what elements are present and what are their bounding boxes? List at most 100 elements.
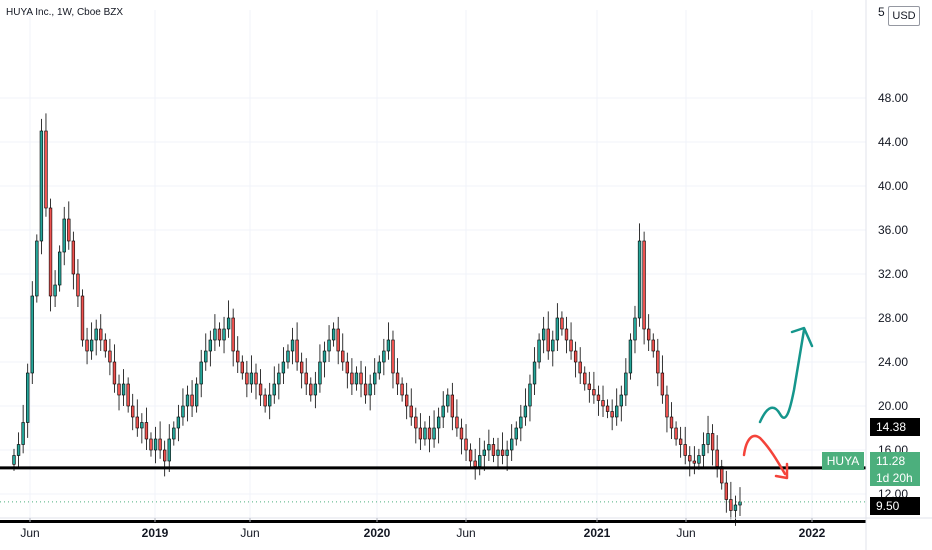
candle-body <box>304 372 308 385</box>
candle-body <box>368 383 372 396</box>
candle-body <box>213 328 217 341</box>
candle-body <box>204 350 208 363</box>
y-tick-label: 24.00 <box>878 355 908 369</box>
bearish-arrow-path <box>742 434 787 476</box>
candle-body <box>263 394 267 407</box>
price-axis[interactable]: 48.00 44.00 40.00 36.00 32.00 28.00 24.00 20.00… <box>865 0 908 550</box>
candle-body <box>153 438 158 451</box>
bullish-arrowhead <box>790 326 814 348</box>
candle-body <box>455 416 459 429</box>
candle-body <box>656 350 660 374</box>
candle-body <box>382 350 386 363</box>
candle-body <box>414 416 418 429</box>
candle-body <box>318 361 322 385</box>
candle-body <box>341 350 345 363</box>
candle-body <box>181 405 185 418</box>
candle-body <box>496 449 500 456</box>
candle-body <box>446 394 450 407</box>
candle-body <box>409 405 413 418</box>
symbol-price-tag[interactable]: HUYA <box>822 452 864 470</box>
candle-body <box>660 372 665 396</box>
candle-body <box>605 405 610 412</box>
candle-body <box>541 328 546 341</box>
level-tag-9-50[interactable]: 9.50 <box>870 497 920 515</box>
candle-body <box>642 240 646 330</box>
y-tick-label: 28.00 <box>878 311 908 325</box>
currency-button[interactable]: USD <box>888 6 920 26</box>
candle-body <box>140 422 144 429</box>
level-tag-14-38[interactable]: 14.38 <box>870 418 920 436</box>
candle-body <box>560 317 564 330</box>
candle-body <box>350 372 354 385</box>
x-tick-label: Jun <box>676 526 695 540</box>
candle-body <box>450 394 455 418</box>
candle-body <box>423 427 427 440</box>
candle-body <box>336 328 340 352</box>
candle-body <box>692 460 697 464</box>
candle-body <box>272 383 276 396</box>
y-tick-label: 20.00 <box>878 399 908 413</box>
candle-body <box>167 438 171 462</box>
candle-body <box>601 400 605 407</box>
candle-body <box>126 383 130 407</box>
candle-body <box>678 438 683 445</box>
horizontal-levels[interactable] <box>0 466 866 523</box>
time-axis[interactable]: Jun 2019 Jun 2020 Jun 2021 Jun 2022 <box>0 517 932 540</box>
candle-body <box>519 416 523 429</box>
candle-body <box>373 372 377 385</box>
candle-body <box>208 339 213 352</box>
candle-body <box>674 427 678 440</box>
candle-body <box>624 372 628 396</box>
x-tick-label: 2022 <box>799 526 826 540</box>
candle-body <box>286 350 290 363</box>
candle-body <box>395 372 400 385</box>
candle-body <box>514 427 518 440</box>
candle-body <box>313 383 318 396</box>
candle-body <box>71 240 76 275</box>
candle-body <box>491 444 496 456</box>
scenario-arrows[interactable] <box>742 326 814 480</box>
y-tick-label: 32.00 <box>878 267 908 281</box>
candle-body <box>473 460 477 467</box>
candle-body <box>564 328 569 341</box>
bearish-arrowhead <box>774 462 789 480</box>
candle-body <box>523 405 528 418</box>
candle-body <box>688 455 692 462</box>
candle-body <box>39 130 44 242</box>
candle-body <box>144 422 149 440</box>
candle-body <box>427 427 432 440</box>
grid <box>0 10 866 518</box>
candle-body <box>551 339 555 352</box>
candle-body <box>510 438 514 451</box>
candle-body <box>637 240 642 319</box>
candle-body <box>537 339 541 363</box>
y-tick-label: 36.00 <box>878 223 908 237</box>
candle-body <box>482 449 486 456</box>
symbol-label[interactable]: HUYA Inc., 1W, Cboe BZX <box>6 7 124 18</box>
candle-body <box>245 372 249 385</box>
candle-body <box>309 383 313 396</box>
candle-body <box>121 383 126 396</box>
last-price-tag[interactable]: 11.28 <box>870 452 920 470</box>
candle-body <box>710 433 715 451</box>
candle-body <box>578 361 582 374</box>
bullish-arrow-path <box>758 328 806 424</box>
candles <box>12 113 742 526</box>
candle-body <box>405 394 409 407</box>
y-tick-label: 40.00 <box>878 179 908 193</box>
candle-body <box>322 350 327 363</box>
candle-body <box>546 328 550 352</box>
candle-body <box>12 455 16 465</box>
candle-body <box>236 350 240 363</box>
candle-body <box>172 427 176 440</box>
candle-body <box>363 383 368 396</box>
candle-body <box>85 339 89 352</box>
candle-body <box>697 455 701 464</box>
candle-body <box>44 130 48 209</box>
candle-body <box>555 317 560 341</box>
candle-body <box>464 438 468 451</box>
candle-body <box>665 394 669 418</box>
candle-body <box>158 438 162 451</box>
